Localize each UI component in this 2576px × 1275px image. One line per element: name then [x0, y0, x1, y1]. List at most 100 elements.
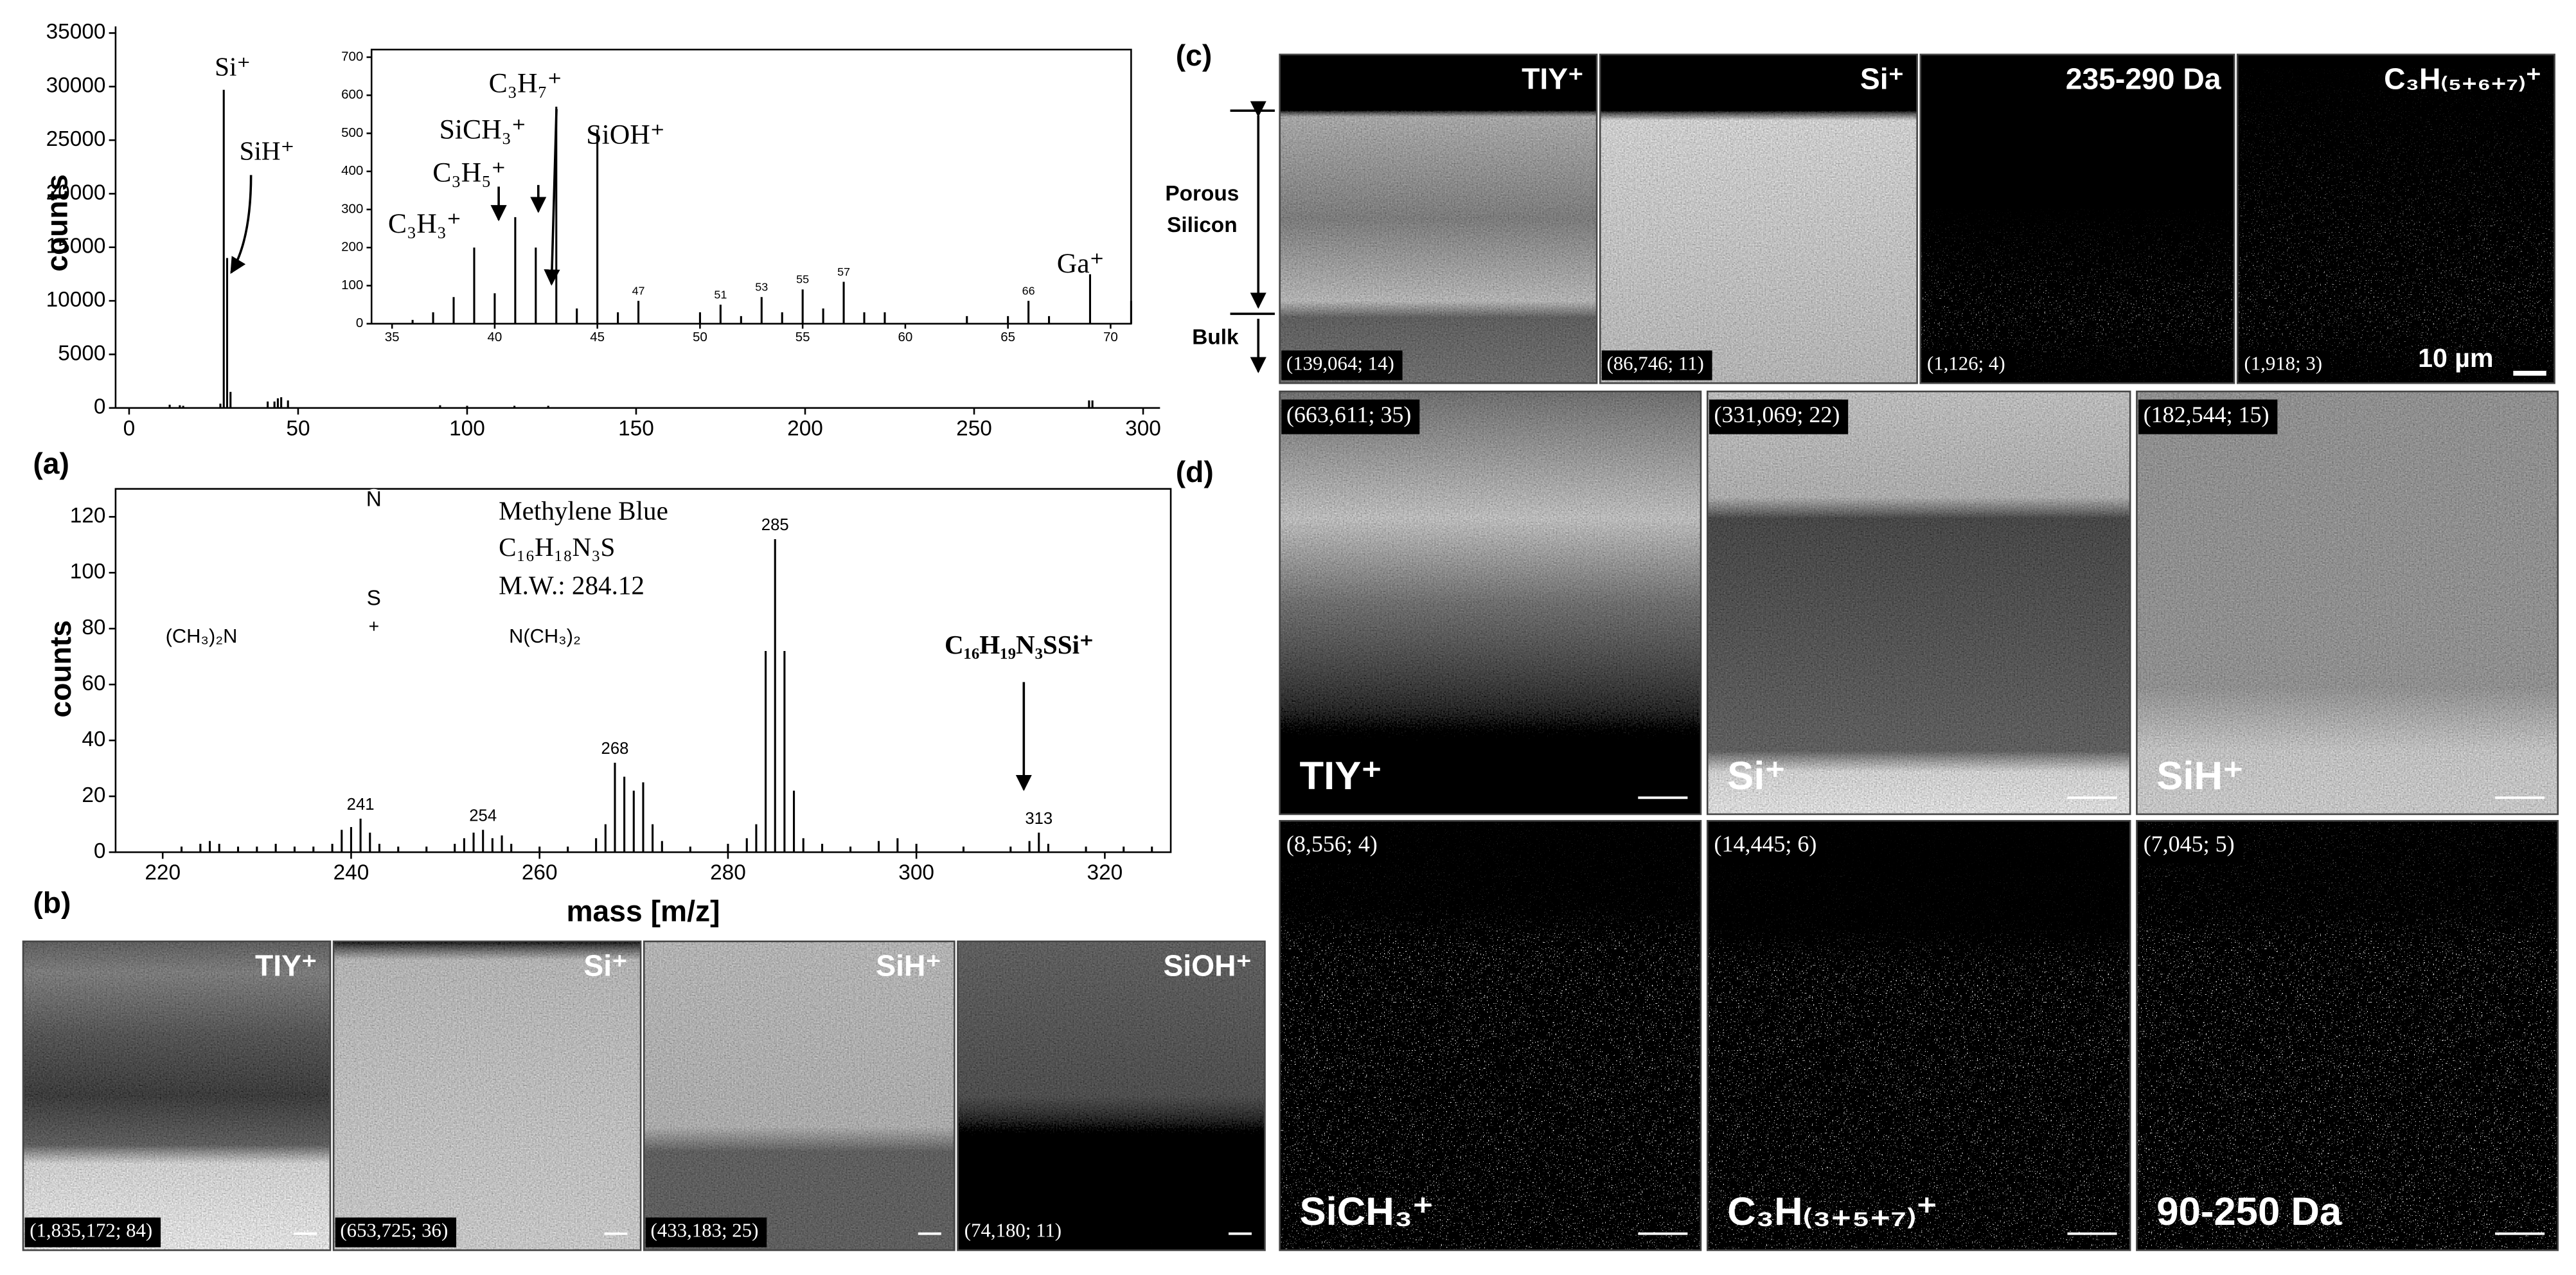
ion-image: [2136, 821, 2558, 1251]
peak-label: 285: [761, 516, 789, 534]
count-label: (331,069; 22): [1714, 402, 1840, 427]
ion-image: [1600, 54, 1917, 384]
count-label: (139,064; 14): [1286, 353, 1394, 375]
y-tick-label: 40: [82, 727, 105, 751]
ion-image: [22, 941, 330, 1251]
peak-label: 254: [469, 807, 497, 825]
y-tick-label: 5000: [58, 341, 105, 365]
count-background: [2138, 828, 2243, 864]
ion-image: [1279, 391, 1701, 814]
x-tick-label: 40: [487, 330, 502, 344]
count-label: (14,445; 6): [1714, 831, 1817, 857]
image-border: [957, 940, 1266, 1251]
annotation: SiH⁺: [240, 136, 295, 165]
y-tick-label: 700: [341, 49, 363, 64]
atom-background: [362, 488, 386, 512]
x-tick-label: 240: [333, 861, 369, 885]
x-tick-label: 150: [618, 416, 654, 440]
count-background: [335, 1217, 457, 1247]
y-tick-label: 100: [341, 278, 363, 292]
ion-label: SiH⁺: [876, 949, 941, 983]
count-background: [1709, 399, 1849, 434]
peak-label: 268: [601, 740, 629, 758]
annotation: C₁₆H₁₉N₃SSi⁺: [945, 630, 1094, 659]
ion-label: Si⁺: [1727, 754, 1786, 798]
image-border: [2136, 819, 2559, 1251]
plot-frame: [370, 48, 1132, 325]
depth-label: Silicon: [1167, 213, 1237, 237]
y-tick-label: 100: [70, 560, 106, 584]
y-tick-label: 10000: [46, 288, 106, 312]
annotation: C₁₆H₁₈N₃S: [499, 532, 615, 562]
ion-image: [1707, 391, 2131, 814]
count-label: (182,544; 15): [2144, 402, 2270, 427]
y-tick-label: 80: [82, 616, 105, 639]
structure-label: +: [369, 616, 379, 636]
y-tick-label: 500: [341, 125, 363, 140]
x-tick-label: 45: [590, 330, 605, 344]
ion-label: TIY⁺: [255, 949, 317, 983]
x-tick-label: 60: [898, 330, 912, 344]
image-border: [1599, 53, 1918, 384]
ion-image: [2136, 391, 2558, 814]
peak-label: 47: [632, 285, 645, 298]
count-label: (663,611; 35): [1286, 402, 1411, 427]
y-tick-label: 300: [341, 201, 363, 216]
ion-label: SiH⁺: [2156, 754, 2243, 798]
annotation: Ga⁺: [1057, 248, 1105, 279]
image-border: [1279, 819, 1702, 1251]
ion-image: [1279, 821, 1701, 1251]
count-background: [1601, 350, 1712, 380]
ion-label: TIY⁺: [1299, 754, 1381, 798]
y-tick-label: 30000: [46, 74, 106, 98]
ion-label: TIY⁺: [1522, 62, 1583, 96]
panel-label: (c): [1176, 39, 1212, 72]
arrows: [230, 101, 1275, 791]
ion-label: SiCH₃⁺: [1299, 1190, 1433, 1234]
x-tick-label: 55: [795, 330, 810, 344]
ion-image: [1707, 821, 2131, 1251]
annotation: M.W.: 284.12: [499, 570, 644, 600]
ion-image: [2237, 54, 2555, 384]
peak-label: 51: [714, 288, 727, 301]
annotation: C₃H₅⁺: [432, 157, 506, 188]
annotation: Si⁺: [215, 51, 251, 81]
image-border: [1919, 53, 2235, 384]
count-label: (1,126; 4): [1927, 353, 2005, 375]
ion-image: [333, 941, 641, 1251]
count-background: [1281, 828, 1386, 864]
peak-label: 53: [755, 281, 768, 294]
image-border: [22, 940, 332, 1251]
count-label: (86,746; 11): [1606, 353, 1703, 375]
y-axis-label: counts: [40, 174, 74, 272]
annotation: SiOH⁺: [586, 119, 665, 150]
y-tick-label: 20: [82, 783, 105, 807]
ion-label: C₃H₍₃₊₅₊₇₎⁺: [1727, 1190, 1937, 1234]
annotation: SiCH₃⁺: [440, 114, 526, 145]
y-tick-label: 400: [341, 163, 363, 178]
y-tick-label: 0: [356, 316, 363, 330]
y-tick-label: 15000: [46, 235, 106, 258]
atom-background: [362, 587, 386, 611]
ion-label: 90-250 Da: [2156, 1190, 2342, 1234]
count-background: [959, 1217, 1070, 1247]
y-tick-label: 0: [94, 395, 106, 419]
x-tick-label: 260: [522, 861, 558, 885]
count-label: (1,918; 3): [2244, 353, 2322, 375]
ion-label: 235-290 Da: [2066, 62, 2222, 96]
panel-label: (d): [1176, 455, 1214, 488]
peak-label: 55: [796, 273, 809, 286]
structure-label: N(CH₃)₂: [509, 625, 581, 647]
x-tick-label: 0: [123, 416, 136, 440]
y-tick-label: 20000: [46, 181, 106, 204]
annotation: C₃H₇⁺: [489, 68, 562, 99]
image-border: [332, 940, 642, 1251]
image-border: [1706, 819, 2131, 1251]
peak-label: 66: [1022, 285, 1035, 298]
x-tick-label: 100: [449, 416, 485, 440]
x-tick-label: 300: [1125, 416, 1161, 440]
panel-label: (a): [33, 447, 69, 480]
image-border: [1279, 390, 1702, 816]
image-border: [2236, 53, 2555, 384]
